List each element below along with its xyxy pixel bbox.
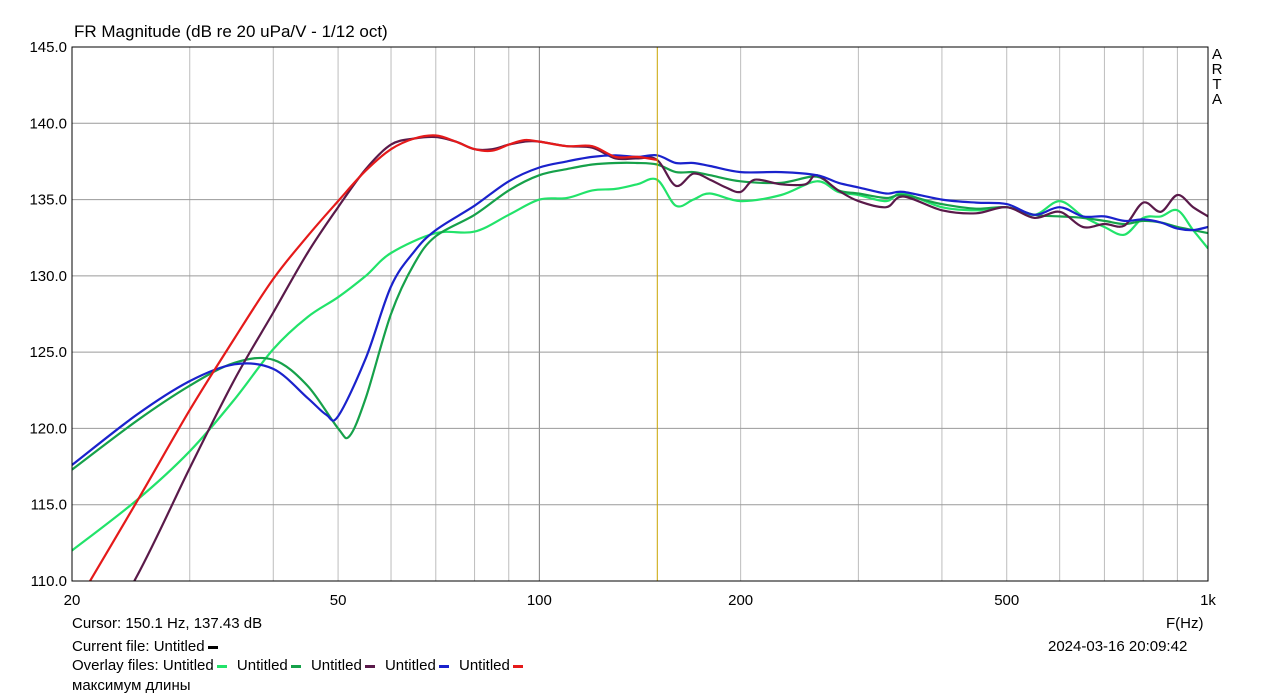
current-file-swatch (207, 645, 218, 649)
overlay-file-swatch (216, 664, 227, 668)
x-axis-ticks: 20 50 100 200 500 1k (64, 592, 1217, 609)
overlay-file-name: Untitled (236, 657, 288, 674)
x-tick-label: 20 (64, 592, 81, 609)
overlay-file-item[interactable]: Untitled (237, 657, 307, 674)
chart-title: FR Magnitude (dB re 20 uPa/V - 1/12 oct) (74, 22, 388, 41)
y-tick-label: 120.0 (29, 420, 67, 437)
measurement-comment: максимум длины (72, 677, 191, 694)
overlay-file-swatch (438, 664, 449, 668)
arta-letter: T (1212, 76, 1222, 93)
overlay-file-swatch (364, 664, 375, 668)
series-line-4 (72, 153, 1208, 466)
plot-area[interactable] (72, 47, 1208, 581)
cursor-readout: Cursor: 150.1 Hz, 137.43 dB (72, 615, 263, 632)
y-tick-label: 130.0 (29, 268, 67, 285)
y-tick-label: 140.0 (29, 115, 67, 132)
y-tick-label: 145.0 (29, 39, 67, 56)
timestamp: 2024-03-16 20:09:42 (1048, 638, 1188, 655)
y-tick-label: 115.0 (31, 497, 67, 514)
x-axis-label: F(Hz) (1166, 615, 1204, 632)
arta-letter: A (1211, 91, 1222, 108)
y-axis-ticks: 145.0 140.0 135.0 130.0 125.0 120.0 115.0 110.0 (29, 39, 67, 590)
overlay-file-item[interactable]: Untitled (311, 657, 381, 674)
current-file: Current file: Untitled (72, 638, 224, 655)
series-line-2 (72, 161, 1208, 471)
x-tick-label: 100 (527, 592, 552, 609)
overlay-file-item[interactable]: Untitled (163, 657, 233, 674)
overlay-files-label: Overlay files: (72, 657, 159, 674)
x-tick-label: 200 (728, 592, 753, 609)
overlay-file-name: Untitled (384, 657, 436, 674)
frequency-response-chart[interactable]: 145.0 140.0 135.0 130.0 125.0 120.0 115.0 110.0… (0, 0, 1279, 610)
grid-lines (72, 47, 1208, 581)
series-lines (72, 134, 1208, 581)
x-tick-label: 500 (994, 592, 1019, 609)
overlay-file-name: Untitled (459, 657, 510, 674)
overlay-file-item[interactable]: Untitled (385, 657, 455, 674)
y-tick-label: 135.0 (29, 192, 67, 209)
arta-watermark: A R T A (1211, 47, 1223, 107)
overlay-file-name: Untitled (162, 657, 214, 674)
overlay-file-item[interactable]: Untitled (459, 657, 529, 674)
overlay-files: Overlay files: Untitled Untitled Untitle… (72, 657, 529, 674)
series-line-5 (88, 134, 658, 581)
x-tick-label: 1k (1200, 592, 1216, 609)
arta-letter: A (1211, 46, 1222, 63)
arta-letter: R (1211, 61, 1223, 78)
plot-border (71, 46, 1209, 582)
x-tick-label: 50 (330, 592, 347, 609)
y-tick-label: 125.0 (29, 344, 67, 361)
current-file-label: Current file: Untitled (72, 638, 205, 655)
overlay-file-name: Untitled (310, 657, 362, 674)
overlay-file-swatch (290, 664, 301, 668)
overlay-file-swatch (512, 664, 523, 668)
y-tick-label: 110.0 (31, 573, 67, 590)
